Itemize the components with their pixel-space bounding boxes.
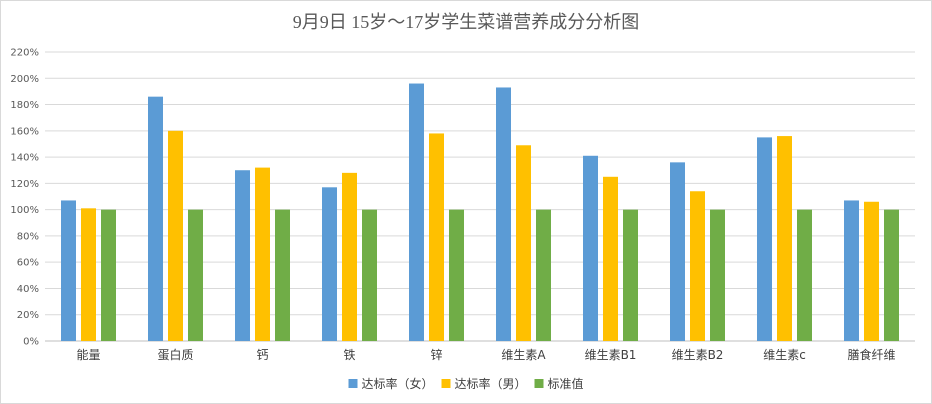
bar <box>884 209 899 341</box>
bar <box>864 201 879 341</box>
bar <box>168 130 183 341</box>
bar <box>583 155 598 341</box>
bar <box>61 200 76 341</box>
x-category-label: 锌 <box>430 348 442 362</box>
y-tick-label: 220% <box>10 48 39 59</box>
bar <box>255 167 270 341</box>
legend-label: 达标率（男） <box>455 376 527 391</box>
y-tick-label: 100% <box>10 205 39 216</box>
y-tick-label: 180% <box>10 100 39 111</box>
x-category-label: 维生素B2 <box>672 348 724 362</box>
bar <box>409 83 424 341</box>
y-tick-label: 0% <box>23 337 39 348</box>
y-tick-label: 200% <box>10 74 39 85</box>
x-category-label: 维生素A <box>501 348 546 362</box>
legend-swatch <box>534 379 544 388</box>
x-category-label: 能量 <box>76 348 100 362</box>
bar <box>362 209 377 341</box>
bar <box>148 96 163 341</box>
y-tick-label: 20% <box>17 310 39 321</box>
bar <box>536 209 551 341</box>
bar <box>235 170 250 341</box>
bar <box>449 209 464 341</box>
bar <box>101 209 116 341</box>
bar <box>623 209 638 341</box>
y-tick-label: 140% <box>10 153 39 164</box>
bar <box>844 200 859 341</box>
x-category-label: 膳食纤维 <box>847 347 895 362</box>
bar <box>777 136 792 341</box>
x-category-label: 维生素B1 <box>585 348 637 362</box>
x-category-label: 铁 <box>343 348 355 362</box>
bar <box>670 162 685 341</box>
bar <box>81 208 96 341</box>
legend: 达标率（女） 达标率（男） 标准值 <box>348 376 584 391</box>
y-tick-label: 120% <box>10 179 39 190</box>
x-category-label: 钙 <box>256 348 268 362</box>
bar <box>797 209 812 341</box>
y-tick-label: 40% <box>17 284 39 295</box>
legend-swatch <box>441 379 451 388</box>
bar <box>188 209 203 341</box>
bar <box>342 172 357 341</box>
bar <box>516 145 531 341</box>
bar <box>603 176 618 341</box>
bar <box>496 87 511 341</box>
x-axis-categories: 能量 蛋白质 钙 铁 锌 维生素A 维生素B1 维生素B2 维生素c 膳食纤维 <box>76 347 895 362</box>
legend-swatch <box>348 379 358 388</box>
legend-label: 达标率（女） <box>362 376 434 391</box>
bar <box>322 187 337 341</box>
bar <box>710 209 725 341</box>
chart-title: 9月9日 15岁～17岁学生菜谱营养成分分析图 <box>293 12 640 32</box>
y-tick-label: 160% <box>10 126 39 137</box>
bar <box>429 133 444 341</box>
x-category-label: 蛋白质 <box>157 347 193 362</box>
bar <box>275 209 290 341</box>
y-tick-label: 60% <box>17 258 39 269</box>
bar <box>757 137 772 341</box>
y-axis-ticks: 0% 20% 40% 60% 80% 100% 120% 140% 160% 180% 200% 22… <box>10 48 39 348</box>
x-category-label: 维生素c <box>763 348 806 362</box>
bar <box>690 191 705 341</box>
y-tick-label: 80% <box>17 231 39 242</box>
legend-label: 标准值 <box>548 376 584 391</box>
bars <box>61 83 899 341</box>
